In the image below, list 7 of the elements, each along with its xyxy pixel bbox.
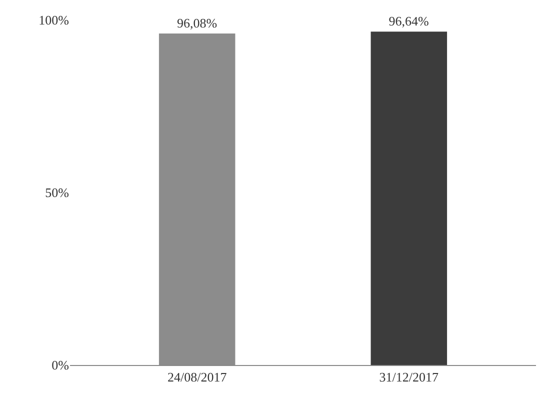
y-tick-label: 100% [38,12,70,28]
data-label: 96,08% [176,16,218,31]
data-label: 96,64% [388,14,430,29]
y-tick-label: 50% [45,185,70,200]
x-tick-label: 24/08/2017 [167,370,228,385]
y-tick-label: 0% [52,358,70,373]
x-tick-label: 31/12/2017 [379,370,440,385]
